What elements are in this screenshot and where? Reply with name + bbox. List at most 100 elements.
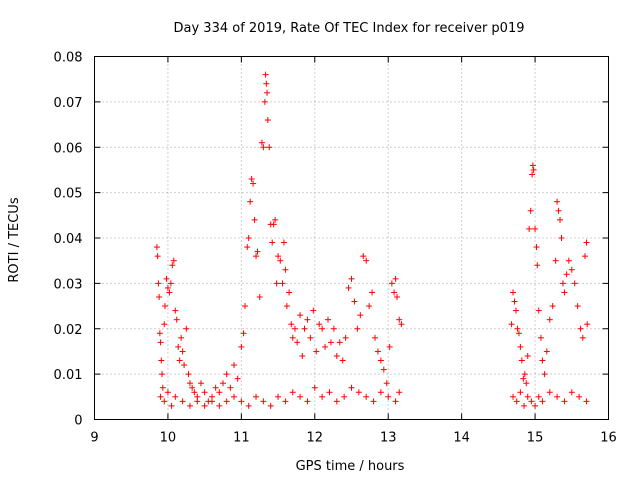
data-point xyxy=(524,393,531,400)
data-point xyxy=(240,330,247,337)
data-point xyxy=(579,334,586,341)
data-point xyxy=(354,325,361,332)
data-point xyxy=(253,393,260,400)
data-point xyxy=(248,176,255,183)
x-tick-label: 15 xyxy=(527,431,544,446)
data-point xyxy=(301,325,308,332)
data-point xyxy=(341,393,348,400)
data-point xyxy=(254,248,261,255)
data-point xyxy=(530,166,537,173)
data-point xyxy=(253,253,260,260)
data-point xyxy=(172,307,179,314)
y-axis-label: ROTI / TECUs xyxy=(7,197,22,282)
data-point xyxy=(275,253,282,260)
data-point xyxy=(535,307,542,314)
data-point xyxy=(299,352,306,359)
data-point xyxy=(339,357,346,364)
data-point xyxy=(173,316,180,323)
data-point xyxy=(183,325,190,332)
data-point xyxy=(227,384,234,391)
data-point xyxy=(535,393,542,400)
data-point xyxy=(164,284,171,291)
data-point xyxy=(527,207,534,214)
data-point xyxy=(191,389,198,396)
data-point xyxy=(583,398,590,405)
data-point xyxy=(532,225,539,232)
data-point xyxy=(577,325,584,332)
data-point xyxy=(333,398,340,405)
data-point xyxy=(294,339,301,346)
x-tick-label: 12 xyxy=(307,431,324,446)
x-tick-labels: 9 10 11 12 13 14 15 16 xyxy=(90,431,616,446)
data-point xyxy=(348,384,355,391)
data-point xyxy=(264,117,271,124)
data-point xyxy=(176,357,183,364)
data-point xyxy=(363,393,370,400)
data-point xyxy=(342,334,349,341)
data-point xyxy=(370,398,377,405)
y-tick-label: 0.01 xyxy=(54,368,83,383)
data-point xyxy=(168,402,175,409)
data-point xyxy=(167,280,174,287)
data-point xyxy=(521,402,528,409)
data-point xyxy=(319,325,326,332)
data-point xyxy=(251,216,258,223)
y-tick-label: 0.06 xyxy=(54,141,83,156)
data-point xyxy=(175,343,182,350)
data-point xyxy=(159,384,166,391)
data-point xyxy=(307,334,314,341)
data-point xyxy=(582,253,589,260)
data-point xyxy=(517,389,524,396)
data-point xyxy=(557,216,564,223)
x-tick-label: 13 xyxy=(380,431,397,446)
data-point xyxy=(518,357,525,364)
data-point xyxy=(529,162,536,169)
data-point xyxy=(201,389,208,396)
data-point xyxy=(568,389,575,396)
data-point xyxy=(374,348,381,355)
data-point xyxy=(256,293,263,300)
data-point xyxy=(238,398,245,405)
data-point xyxy=(264,89,271,96)
chart-title: Day 334 of 2019, Rate Of TEC Index for r… xyxy=(174,21,525,36)
data-point xyxy=(521,371,528,378)
data-point xyxy=(385,393,392,400)
y-tick-label: 0 xyxy=(74,414,82,429)
data-point xyxy=(534,262,541,269)
x-tick-label: 16 xyxy=(600,431,617,446)
data-point xyxy=(552,257,559,264)
data-point xyxy=(179,348,186,355)
data-point xyxy=(571,280,578,287)
data-point xyxy=(282,266,289,273)
data-point xyxy=(511,298,518,305)
data-point xyxy=(157,339,164,346)
data-point xyxy=(231,362,238,369)
data-point xyxy=(554,393,561,400)
data-point xyxy=(234,375,241,382)
data-point xyxy=(242,303,249,310)
data-point xyxy=(179,398,186,405)
data-point xyxy=(517,343,524,350)
y-tick-label: 0.03 xyxy=(54,277,83,292)
data-point xyxy=(223,398,230,405)
data-point xyxy=(392,398,399,405)
data-point xyxy=(357,312,364,319)
data-point xyxy=(322,343,329,350)
data-point xyxy=(561,398,568,405)
data-point xyxy=(216,389,223,396)
data-point xyxy=(543,348,550,355)
data-point xyxy=(398,321,405,328)
data-point xyxy=(260,398,267,405)
data-point xyxy=(289,334,296,341)
data-point xyxy=(327,339,334,346)
data-point xyxy=(262,71,269,78)
data-point xyxy=(326,389,333,396)
data-point xyxy=(250,180,257,187)
data-point xyxy=(539,357,546,364)
data-point xyxy=(369,289,376,296)
axis-ticks xyxy=(94,56,609,420)
data-point xyxy=(510,289,517,296)
data-point xyxy=(220,380,226,387)
data-point xyxy=(178,334,185,341)
data-point xyxy=(568,266,575,273)
